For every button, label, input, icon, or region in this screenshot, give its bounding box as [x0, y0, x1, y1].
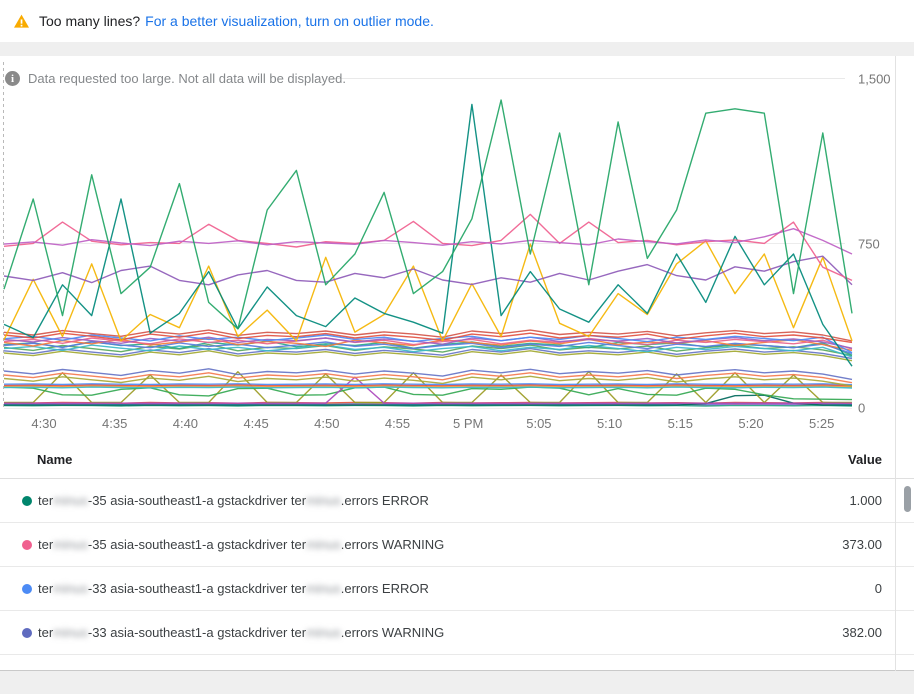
warning-icon — [14, 14, 29, 28]
y-tick-label: 750 — [858, 236, 880, 252]
series-name: terminus-35 asia-southeast1-a gstackdriv… — [38, 493, 429, 508]
series-color-dot — [22, 539, 32, 550]
series-name: terminus-33 asia-southeast1-a gstackdriv… — [38, 581, 429, 596]
x-tick-label: 4:45 — [243, 416, 269, 431]
series-value: 1.000 — [849, 493, 882, 508]
banner-question: Too many lines? — [39, 13, 141, 29]
series-value: 382.00 — [842, 625, 882, 640]
column-header-value: Value — [848, 451, 882, 467]
series-value: 0 — [874, 581, 882, 596]
info-row: i Data requested too large. Not all data… — [5, 71, 346, 86]
info-message: Data requested too large. Not all data w… — [28, 71, 346, 86]
x-tick-label: 4:50 — [314, 416, 340, 431]
x-axis: 4:30 4:35 4:40 4:45 4:50 4:55 5 PM 5:05 5:10 5:15… — [0, 416, 914, 434]
y-tick-label: 0 — [858, 400, 866, 416]
x-tick-label: 5:15 — [667, 416, 693, 431]
x-tick-label: 5:05 — [526, 416, 552, 431]
table-row[interactable]: terminus-33 asia-southeast1-a gstackdriv… — [0, 611, 914, 655]
chart-left-dashed-boundary — [3, 62, 4, 409]
legend-header: Name Value — [0, 440, 914, 479]
x-tick-label: 4:40 — [172, 416, 199, 431]
table-row[interactable]: terminus-35 asia-southeast1-a gstackdriv… — [0, 479, 914, 523]
warning-banner: Too many lines? For a better visualizati… — [0, 0, 914, 42]
series-name: terminus-35 asia-southeast1-a gstackdriv… — [38, 537, 445, 552]
series-value: 373.00 — [842, 537, 882, 552]
x-tick-label: 5 PM — [453, 416, 484, 431]
series-color-dot — [22, 583, 32, 594]
x-tick-label: 4:35 — [102, 416, 128, 431]
scrollbar-thumb[interactable] — [904, 486, 911, 512]
legend-table: Name Value terminus-35 asia-southeast1-a… — [0, 440, 914, 655]
y-tick-label: 1,500 — [858, 71, 891, 87]
x-tick-label: 4:55 — [384, 416, 411, 431]
chart-card: i Data requested too large. Not all data… — [0, 56, 914, 671]
series-color-dot — [22, 627, 32, 638]
gridline-1500 — [332, 78, 845, 79]
x-tick-label: 5:10 — [596, 416, 623, 431]
x-tick-label: 4:30 — [31, 416, 57, 431]
x-tick-label: 5:25 — [809, 416, 835, 431]
legend-rows: terminus-35 asia-southeast1-a gstackdriv… — [0, 479, 914, 655]
x-tick-label: 5:20 — [738, 416, 764, 431]
table-row[interactable]: terminus-35 asia-southeast1-a gstackdriv… — [0, 523, 914, 567]
gridline-750 — [4, 243, 845, 244]
card-right-border — [895, 56, 896, 671]
info-icon: i — [5, 71, 20, 86]
series-name: terminus-33 asia-southeast1-a gstackdriv… — [38, 625, 445, 640]
outlier-mode-link[interactable]: For a better visualization, turn on outl… — [145, 13, 434, 29]
series-color-dot — [22, 495, 32, 506]
gridline-0 — [4, 408, 852, 409]
table-row[interactable]: terminus-33 asia-southeast1-a gstackdriv… — [0, 567, 914, 611]
column-header-name: Name — [37, 451, 73, 467]
